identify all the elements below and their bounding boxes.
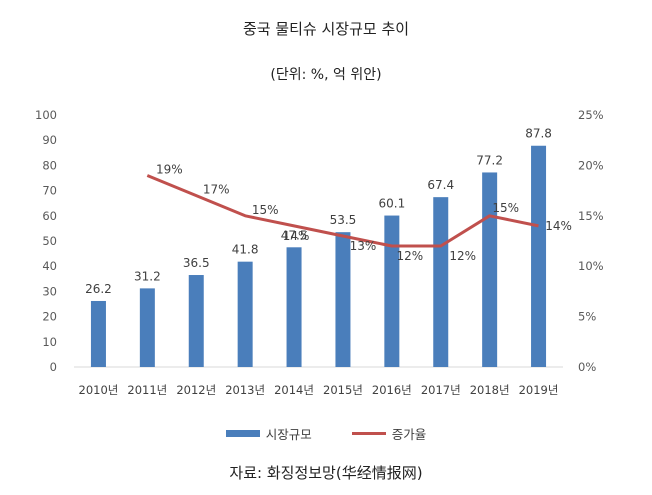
legend-line-label: 증가율 [391, 427, 427, 442]
growth-rate-label: 15% [252, 203, 279, 217]
bar-value-label: 36.5 [183, 256, 210, 270]
legend-item-bar: 시장규모 [225, 424, 312, 443]
right-axis-tick-label: 20% [578, 158, 604, 172]
growth-rate-label: 19% [156, 162, 183, 176]
left-axis-tick-label: 0 [50, 360, 57, 374]
x-axis-tick-label: 2013년 [225, 383, 265, 397]
growth-rate-label: 12% [449, 249, 476, 263]
left-axis-tick-label: 100 [35, 108, 57, 122]
bar [237, 261, 253, 367]
x-axis-tick-label: 2019년 [519, 383, 559, 397]
growth-rate-label: 12% [397, 249, 424, 263]
x-axis-tick-label: 2018년 [470, 383, 510, 397]
bar-value-label: 47.5 [281, 228, 308, 242]
x-axis-tick-label: 2015년 [323, 383, 363, 397]
legend-bar-label: 시장규모 [265, 427, 312, 442]
chart-title: 중국 물티슈 시장규모 추이 [242, 20, 410, 38]
bar-value-label: 26.2 [85, 282, 112, 296]
x-axis-tick-label: 2010년 [79, 383, 119, 397]
legend-item-line: 증가율 [351, 424, 427, 443]
x-axis-tick-label: 2014년 [274, 383, 314, 397]
growth-rate-label: 14% [283, 229, 310, 243]
growth-rate-label: 17% [203, 183, 230, 197]
chart-legend: 시장규모 증가율 [0, 424, 652, 443]
x-axis-tick-label: 2011년 [127, 383, 167, 397]
left-axis-tick-label: 90 [42, 133, 57, 147]
bar [335, 232, 351, 367]
right-axis-tick-label: 0% [578, 360, 596, 374]
left-axis-tick-label: 30 [42, 284, 57, 298]
left-axis-tick-label: 70 [42, 184, 57, 198]
left-axis-tick-label: 60 [42, 209, 57, 223]
bar-value-label: 31.2 [134, 269, 161, 283]
x-axis-tick-label: 2017년 [421, 383, 461, 397]
bar-value-label: 60.1 [378, 197, 405, 211]
left-axis-tick-label: 20 [42, 310, 57, 324]
right-axis-tick-label: 5% [578, 310, 596, 324]
left-axis-tick-label: 40 [42, 259, 57, 273]
left-axis-tick-label: 50 [42, 234, 57, 248]
x-axis-tick-label: 2016년 [372, 383, 412, 397]
bar [188, 275, 204, 367]
growth-line [146, 174, 539, 248]
bar [384, 215, 400, 367]
bar-value-label: 53.5 [330, 213, 357, 227]
right-axis-tick-label: 15% [578, 209, 604, 223]
left-axis-tick-label: 10 [42, 335, 57, 349]
growth-rate-label: 14% [545, 219, 572, 233]
bar [286, 247, 302, 367]
source-note: 자료: 화징정보망(华经情报网) [229, 464, 423, 482]
legend-line-swatch [351, 432, 386, 435]
bar [90, 300, 106, 367]
x-axis-tick-label: 2012년 [176, 383, 216, 397]
bar-value-label: 67.4 [427, 178, 454, 192]
right-axis-tick-label: 10% [578, 259, 604, 273]
bar [433, 197, 449, 367]
left-axis-tick-label: 80 [42, 158, 57, 172]
bar-value-label: 77.2 [476, 153, 503, 167]
bar-value-label: 41.8 [232, 243, 259, 257]
bar-value-label: 87.8 [525, 127, 552, 141]
bar [139, 288, 155, 367]
growth-rate-label: 15% [492, 201, 519, 215]
bar [531, 145, 547, 367]
legend-bar-swatch [225, 430, 260, 437]
right-axis-tick-label: 25% [578, 108, 604, 122]
bar [482, 172, 498, 367]
growth-rate-label: 13% [350, 239, 377, 253]
chart-subtitle: (단위: %, 억 위안) [270, 67, 382, 83]
